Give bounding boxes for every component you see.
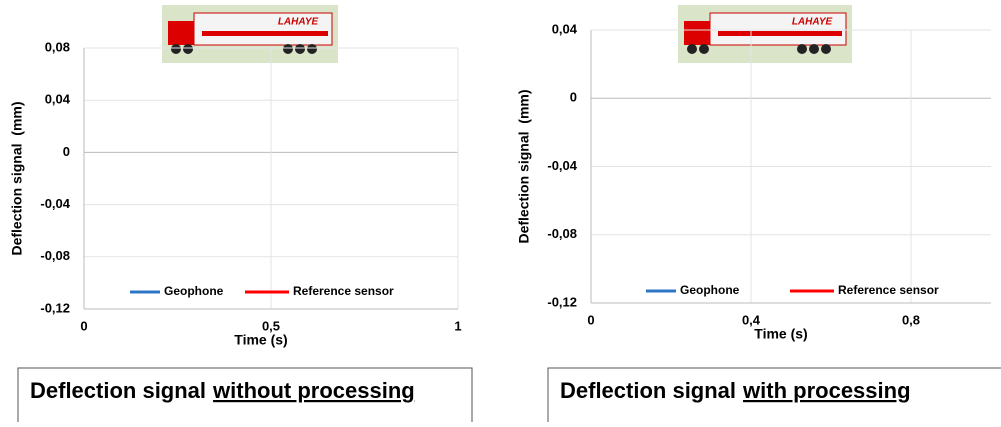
caption-box bbox=[17, 367, 473, 427]
truck-trailer bbox=[193, 12, 333, 46]
truck-label: LAHAYE bbox=[278, 17, 319, 28]
truck-cab bbox=[684, 21, 710, 45]
y-tick-label: 0,04 bbox=[45, 92, 71, 107]
y-tick-label: -0,04 bbox=[40, 196, 70, 211]
caption-underlined: with processing bbox=[742, 378, 910, 403]
caption: Deflection signal with processing bbox=[560, 378, 911, 403]
truck-wheel bbox=[687, 44, 697, 54]
y-tick-label: -0,08 bbox=[547, 226, 577, 241]
x-tick-label: 0 bbox=[587, 312, 594, 327]
truck-wheel bbox=[821, 44, 831, 54]
truck-wheel bbox=[283, 44, 293, 54]
x-tick-label: 1 bbox=[454, 318, 461, 333]
truck-cab bbox=[168, 21, 194, 45]
truck-label: LAHAYE bbox=[792, 17, 833, 28]
legend-label: Reference sensor bbox=[838, 283, 939, 297]
y-axis-label: Deflection signal (mm) bbox=[9, 101, 25, 255]
x-tick-label: 0 bbox=[80, 318, 87, 333]
y-tick-label: 0,08 bbox=[45, 39, 70, 54]
truck-trailer bbox=[709, 12, 847, 46]
caption-box bbox=[547, 367, 1001, 427]
y-tick-label: 0 bbox=[570, 90, 577, 105]
y-tick-label: -0,08 bbox=[40, 248, 70, 263]
legend-label: Reference sensor bbox=[293, 284, 394, 298]
x-tick-label: 0,8 bbox=[902, 312, 920, 327]
y-tick-label: 0 bbox=[63, 144, 70, 159]
truck-wheel bbox=[809, 44, 819, 54]
truck-wheel bbox=[171, 44, 181, 54]
y-tick-label: -0,12 bbox=[40, 300, 70, 315]
x-tick-label: 0,4 bbox=[742, 312, 761, 327]
y-tick-label: -0,04 bbox=[547, 158, 577, 173]
truck-stripe bbox=[718, 31, 842, 36]
truck-stripe bbox=[202, 31, 328, 36]
legend-label: Geophone bbox=[680, 283, 740, 297]
y-axis-label: Deflection signal (mm) bbox=[516, 89, 532, 243]
x-axis-label: Time (s) bbox=[754, 326, 807, 342]
truck-wheel bbox=[699, 44, 709, 54]
truck-wheel bbox=[183, 44, 193, 54]
y-tick-label: 0,04 bbox=[552, 21, 578, 36]
truck-wheel bbox=[797, 44, 807, 54]
truck-wheel bbox=[307, 44, 317, 54]
caption-text: Deflection signal bbox=[30, 378, 206, 403]
caption: Deflection signal without processing bbox=[30, 378, 415, 403]
legend-label: Geophone bbox=[164, 284, 224, 298]
caption-text: Deflection signal bbox=[560, 378, 736, 403]
truck-wheel bbox=[295, 44, 305, 54]
y-tick-label: -0,12 bbox=[547, 294, 577, 309]
caption-underlined: without processing bbox=[212, 378, 415, 403]
x-axis-label: Time (s) bbox=[234, 332, 287, 348]
x-tick-label: 0,5 bbox=[262, 318, 280, 333]
